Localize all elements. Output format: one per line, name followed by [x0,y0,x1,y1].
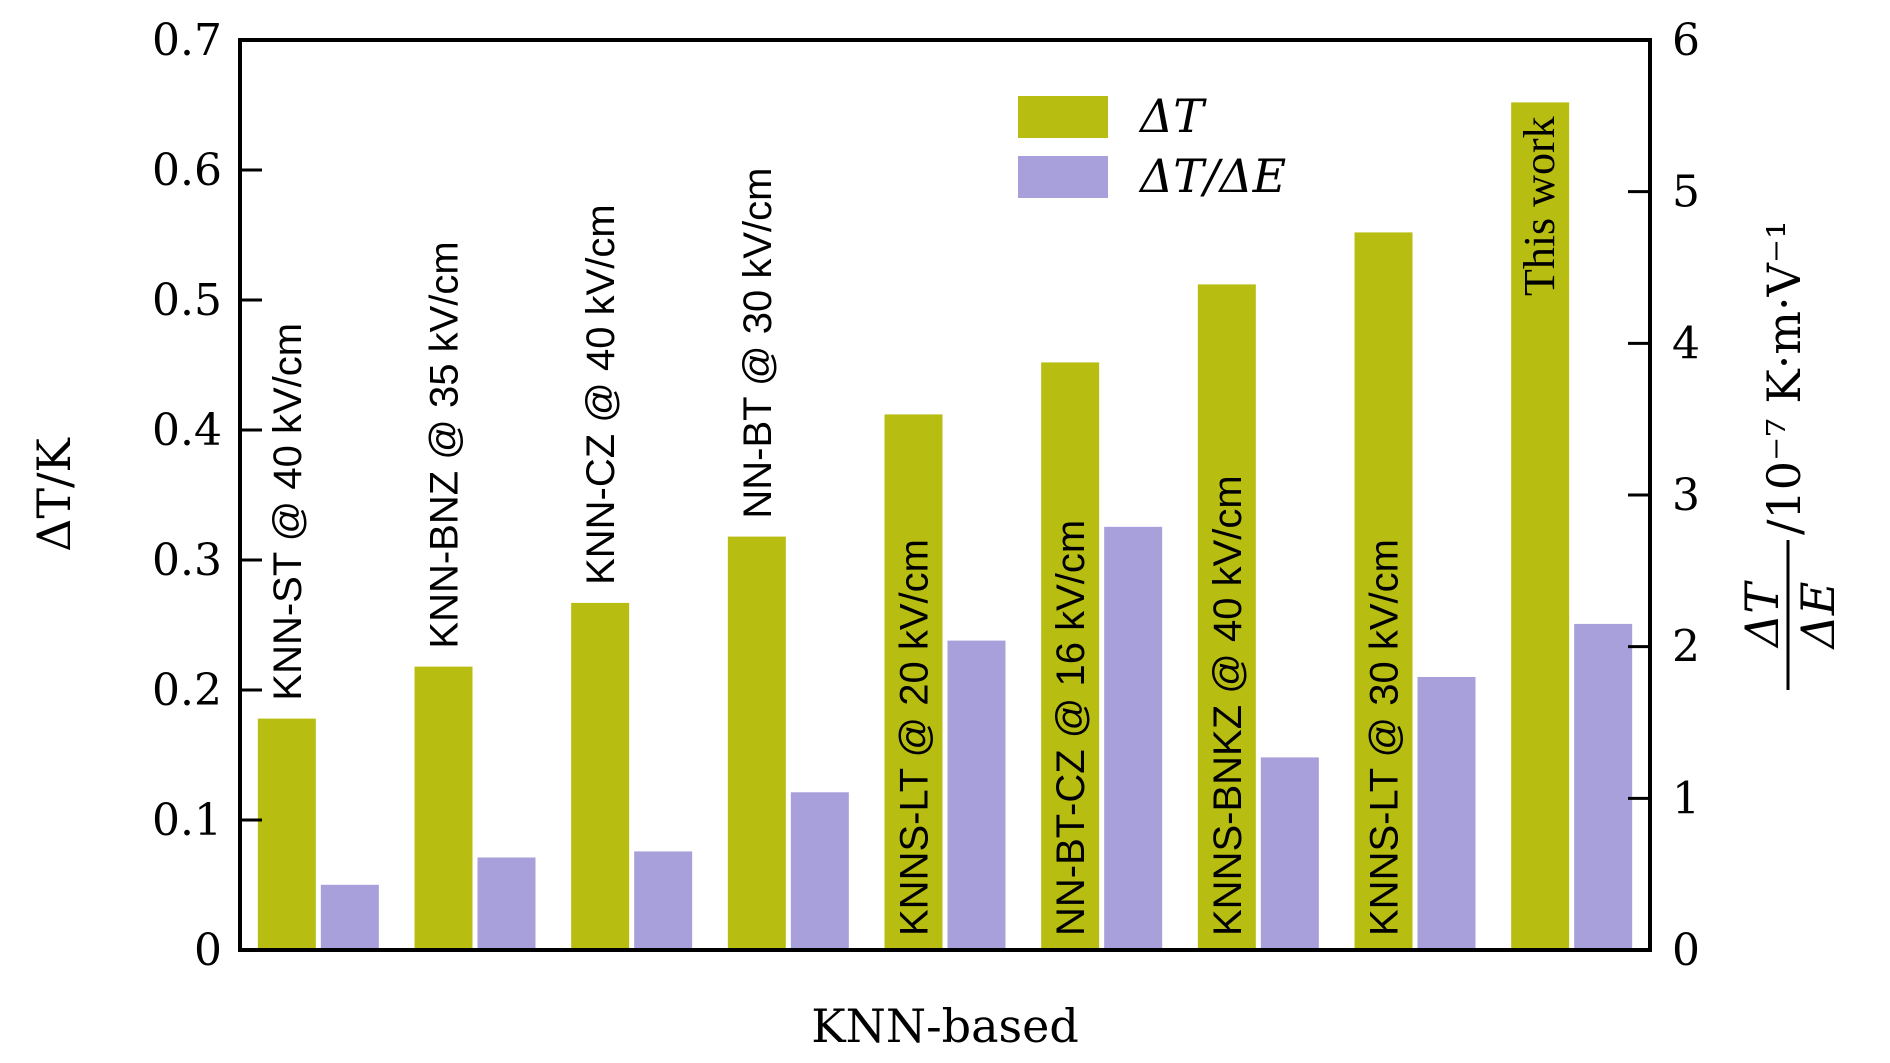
left-tick-label: 0.5 [152,275,222,326]
bars-group [257,102,1633,950]
legend: ΔT ΔT/ΔE [1018,89,1286,203]
bar-labels-group: KNN-ST @ 40 kV/cm KNN-BNZ @ 35 kV/cm KNN-C… [266,116,1564,936]
left-tick-label: 0.7 [152,15,222,66]
bar-delta-t-over-delta-e [320,884,379,950]
right-tick-label: 0 [1672,925,1700,976]
right-tick-label: 5 [1672,167,1700,218]
bar-label: KNN-ST @ 40 kV/cm [266,323,310,701]
bar-delta-t [727,536,786,950]
left-tick-label: 0.6 [152,145,222,196]
right-tick-label: 6 [1672,15,1700,66]
y2-title-numerator: ΔT [1735,580,1789,649]
y2-title-denominator: ΔE [1791,582,1845,651]
right-tick-label: 1 [1672,773,1700,824]
bar-label: NN-BT-CZ @ 16 kV/cm [1049,520,1093,936]
bar-delta-t [571,602,630,950]
bar-delta-t [414,666,473,950]
bar-label-this-work: This work [1515,116,1564,296]
bar-delta-t [1511,102,1570,950]
legend-label-delta-t-over-delta-e: ΔT/ΔE [1138,149,1286,203]
bar-label: KNN-CZ @ 40 kV/cm [579,204,623,585]
left-tick-label: 0.2 [152,665,222,716]
bar-delta-t-over-delta-e [1574,623,1633,950]
bar-delta-t [1041,362,1100,950]
bar-delta-t-over-delta-e [1260,757,1319,950]
bar-delta-t [884,414,943,950]
left-tick-label: 0.3 [152,535,222,586]
bar-delta-t [1197,284,1256,950]
bar-delta-t-over-delta-e [1104,526,1163,950]
y2-axis-title: ΔT ΔE /10⁻⁷ K·m·V⁻¹ [1735,220,1845,690]
bar-label: NN-BT @ 30 kV/cm [736,168,780,519]
left-axis-ticks: 0 0.1 0.2 0.3 0.4 0.5 0.6 0.7 [152,15,262,976]
bar-delta-t-over-delta-e [634,851,693,950]
bar-label: KNN-BNZ @ 35 kV/cm [423,241,467,648]
legend-swatch-delta-t-over-delta-e [1018,156,1108,198]
right-tick-label: 3 [1672,470,1700,521]
bar-delta-t-over-delta-e [947,640,1006,950]
bar-delta-t [1354,232,1413,950]
left-tick-label: 0.4 [152,405,222,456]
bar-delta-t-over-delta-e [1417,677,1476,950]
bar-label: KNNS-LT @ 20 kV/cm [893,539,937,936]
bar-label: KNNS-BNKZ @ 40 kV/cm [1206,475,1250,936]
x-axis-title: KNN-based [811,999,1079,1053]
legend-swatch-delta-t [1018,96,1108,138]
bar-delta-t [257,718,316,950]
bar-delta-t-over-delta-e [790,792,849,950]
right-axis-ticks: 0 1 2 3 4 5 6 [1628,15,1700,976]
y2-title-units: /10⁻⁷ K·m·V⁻¹ [1757,220,1811,535]
right-tick-label: 2 [1672,622,1700,673]
left-tick-label: 0 [194,925,222,976]
y-axis-title: ΔT/K [27,436,81,551]
bar-delta-t-over-delta-e [477,857,536,950]
legend-label-delta-t: ΔT [1138,89,1207,143]
bar-label: KNNS-LT @ 30 kV/cm [1363,539,1407,936]
left-tick-label: 0.1 [152,795,222,846]
right-tick-label: 4 [1672,318,1700,369]
